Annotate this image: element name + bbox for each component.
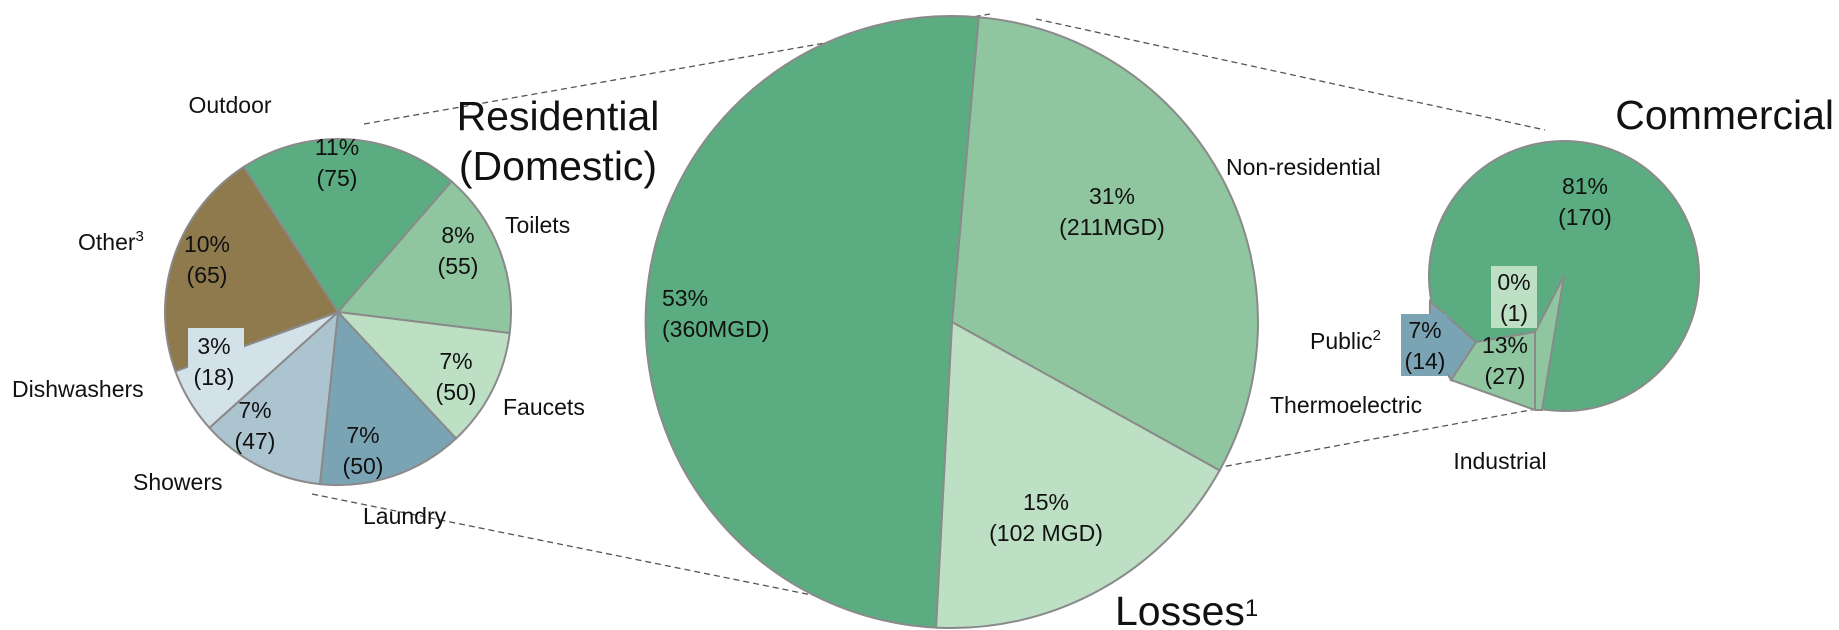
slice-percent-label: 3% (197, 333, 230, 359)
slice-percent-label: 7% (238, 397, 271, 423)
slice-toilets (336, 179, 512, 335)
slice-value-label: (14) (1405, 348, 1446, 374)
slice-category-label: Toilets (505, 212, 570, 238)
pie-labels: Outdoor 11% (75) Toilets 8% (55) Faucets 7% (50)… (12, 92, 1834, 630)
connector-line (1215, 408, 1537, 469)
slice-main (644, 15, 980, 629)
slice-outdoor (242, 138, 453, 314)
slice-category-label: Showers (133, 469, 222, 495)
slice-showers (207, 309, 340, 486)
slice-value-label: (18) (194, 364, 235, 390)
slice-percent-label: 7% (1408, 317, 1441, 343)
slice-percent-label: 11% (315, 134, 359, 160)
slice-percent-label: 7% (439, 348, 472, 374)
slice-percent-label: 7% (346, 422, 379, 448)
slice-value-label: (75) (317, 165, 358, 191)
connector-line (1035, 18, 1546, 131)
slice-percent-label: 15% (1023, 489, 1069, 515)
slice-percent-label: 53% (662, 285, 708, 311)
slice-category-label: Faucets (503, 394, 585, 420)
slice-value-label: (27) (1485, 363, 1526, 389)
slice-value-label: (50) (436, 379, 477, 405)
chart-title: Residential (457, 93, 660, 139)
slice-percent-label: 8% (441, 222, 474, 248)
slice-percent-label: 81% (1562, 173, 1608, 199)
slice-value-label: (211MGD) (1059, 214, 1165, 240)
slice-category-label: Non-residential (1226, 154, 1381, 180)
slice-value-label: (170) (1558, 204, 1612, 230)
value-label-background (188, 328, 244, 390)
slice-percent-label: 0% (1497, 269, 1530, 295)
slice-percent-label: 31% (1089, 183, 1135, 209)
slice-category-label: Dishwashers (12, 376, 144, 402)
slice-category-label: Public2 (1310, 327, 1381, 354)
slice-value-label: (65) (187, 262, 228, 288)
slice-value-label: (102 MGD) (989, 520, 1103, 546)
slice-non-residential (950, 16, 1259, 472)
slice-value-label: (50) (343, 453, 384, 479)
slice-other (163, 165, 340, 373)
value-label-background (1401, 314, 1447, 376)
connector-line (363, 13, 991, 125)
slice-value-label: (55) (438, 253, 479, 279)
slice-category-label: Outdoor (188, 92, 271, 118)
value-label-background (1491, 266, 1537, 328)
slice-losses (934, 320, 1221, 630)
chart-title: Commercial (1615, 92, 1834, 138)
slice-value-label: (1) (1500, 300, 1528, 326)
slice-percent-label: 13% (1482, 332, 1528, 358)
slice-category-label: Other3 (78, 228, 144, 255)
slice-value-label: (360MGD) (662, 316, 769, 342)
slice-category-label: Industrial (1453, 448, 1546, 474)
chart-title: (Domestic) (459, 143, 657, 189)
slice-value-label: (47) (235, 428, 276, 454)
slice-category-label: Laundry (363, 503, 447, 529)
pie-slices (163, 15, 1700, 630)
slice-category-label: Losses1 (1115, 588, 1258, 630)
slice-laundry (318, 309, 458, 487)
slice-faucets (335, 310, 511, 440)
slice-category-label: Thermoelectric (1270, 392, 1422, 418)
slice-percent-label: 10% (184, 231, 230, 257)
